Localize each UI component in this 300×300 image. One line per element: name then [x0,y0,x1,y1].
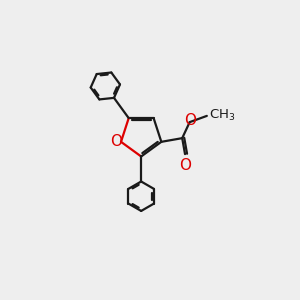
Text: O: O [179,158,191,172]
Text: O: O [184,113,196,128]
Text: O: O [110,134,122,149]
Text: CH$_3$: CH$_3$ [209,108,236,123]
